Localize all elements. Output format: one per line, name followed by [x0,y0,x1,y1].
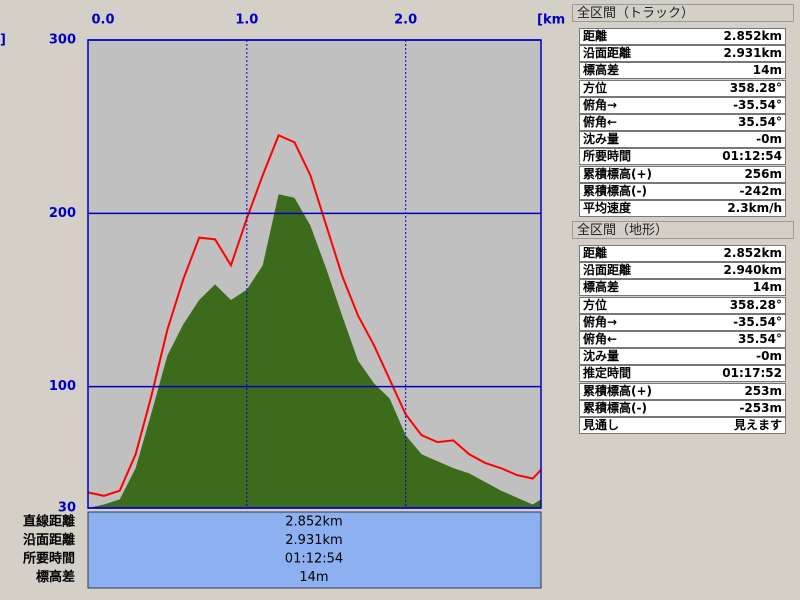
x-unit: [km] [537,13,566,28]
info-row: 所要時間 01:12:54 [579,148,786,166]
row-value: 14m [752,63,782,78]
info-row: 平均速度 2.3km/h [579,200,786,217]
row-key: 沿面距離 [583,46,632,61]
row-key: 推定時間 [583,366,632,381]
row-value: 358.28° [729,80,782,95]
y-unit: ] [0,33,6,48]
info-row: 俯角→ -35.54° [579,96,786,114]
row-key: 方位 [583,297,608,312]
row-key: 沈み量 [583,349,620,364]
x-tick-label: 2.0 [394,13,417,28]
row-value: 358.28° [729,297,782,312]
row-value: -253m [739,400,782,415]
row-value: 01:12:54 [722,149,782,164]
row-key: 沈み量 [583,132,620,147]
summary-box [87,511,542,589]
summary-label: 沿面距離 [23,532,75,548]
summary-value: 01:12:54 [285,552,343,567]
summary-value: 2.852km [285,515,342,530]
elevation-chart: [km] ] 30 100 200 300 0.0 1.0 2.0 直線距離 2.852km 沿面… [0,13,566,589]
terrain-area [88,194,541,508]
row-key: 標高差 [583,63,620,78]
summary-label: 直線距離 [23,514,75,530]
row-value: 253m [744,383,782,398]
info-row: 累積標高(+) 256m [579,165,786,183]
info-row: 距離 2.852km [579,28,786,45]
row-value: 見えます [733,418,782,432]
info-row: 俯角→ -35.54° [579,313,786,331]
summary-label: 所要時間 [23,551,75,567]
summary-label: 標高差 [36,569,75,585]
info-row: 標高差 14m [579,279,786,297]
row-key: 俯角→ [583,314,618,329]
info-row: 累積標高(-) -242m [579,182,786,200]
info-row: 俯角← 35.54° [579,114,786,131]
y-tick-label: 300 [49,33,76,48]
row-key: 所要時間 [583,149,632,164]
panel-title: 全区間（地形） [572,221,794,239]
row-key: 沿面距離 [583,263,632,278]
row-value: 2.931km [723,46,782,61]
summary-value: 14m [299,570,328,585]
y-tick-label: 30 [58,501,76,516]
info-row: 標高差 14m [579,62,786,80]
x-tick-label: 1.0 [235,13,258,28]
row-key: 累積標高(-) [583,400,647,415]
row-key: 俯角→ [583,97,618,112]
row-key: 平均速度 [583,201,632,215]
row-value: -35.54° [733,314,782,329]
row-value: 01:17:52 [722,366,782,381]
row-key: 累積標高(-) [583,183,647,198]
info-row: 推定時間 01:17:52 [579,365,786,383]
info-row: 沈み量 -0m [579,348,786,366]
row-value: 35.54° [738,115,782,129]
info-row: 距離 2.852km [579,245,786,262]
info-row: 沈み量 -0m [579,131,786,149]
row-value: -35.54° [733,97,782,112]
row-value: 35.54° [738,332,782,346]
x-tick-label: 0.0 [91,13,114,28]
y-tick-label: 100 [49,379,76,394]
info-row: 俯角← 35.54° [579,331,786,348]
row-value: 2.3km/h [727,201,782,215]
row-key: 累積標高(+) [583,383,653,398]
info-row: 方位 358.28° [579,79,786,97]
info-row: 沿面距離 2.940km [579,262,786,280]
info-row: 累積標高(-) -253m [579,399,786,417]
info-row: 見通し 見えます [579,417,786,434]
row-key: 標高差 [583,280,620,295]
row-key: 距離 [583,246,608,260]
row-key: 方位 [583,80,608,95]
row-value: 14m [752,280,782,295]
row-value: -0m [756,132,782,147]
row-value: 2.940km [723,263,782,278]
plot-border [87,39,542,509]
info-row: 方位 358.28° [579,296,786,314]
row-value: -242m [739,183,782,198]
row-value: 2.852km [723,29,782,43]
row-value: 256m [744,166,782,181]
row-key: 累積標高(+) [583,166,653,181]
panel-title: 全区間（トラック） [572,4,794,22]
track-line [87,134,542,497]
row-key: 俯角← [583,115,618,129]
y-tick-label: 200 [49,206,76,221]
row-key: 俯角← [583,332,618,346]
row-key: 距離 [583,29,608,43]
row-value: 2.852km [723,246,782,260]
info-row: 沿面距離 2.931km [579,45,786,63]
row-key: 見通し [583,418,620,432]
row-value: -0m [756,349,782,364]
info-row: 累積標高(+) 253m [579,382,786,400]
summary-value: 2.931km [285,533,342,548]
